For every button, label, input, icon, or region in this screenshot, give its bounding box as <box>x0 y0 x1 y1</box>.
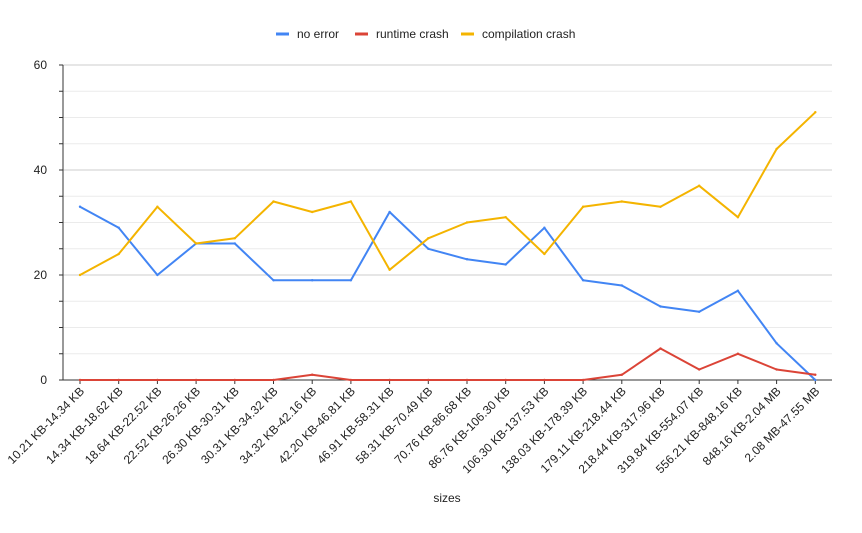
legend-label: runtime crash <box>376 27 449 41</box>
data-point-runtime-crash <box>388 378 391 382</box>
data-point-compilation-crash <box>814 111 817 114</box>
y-tick-labels: 0 20 40 60 <box>34 58 48 387</box>
data-point-runtime-crash <box>427 378 430 382</box>
data-point-compilation-crash <box>194 242 198 245</box>
data-point-no-error <box>659 305 662 308</box>
data-point-no-error <box>814 378 817 382</box>
data-point-compilation-crash <box>272 200 275 203</box>
data-point-no-error <box>272 279 275 282</box>
data-point-compilation-crash <box>659 205 662 208</box>
data-point-no-error <box>233 242 236 245</box>
data-point-runtime-crash <box>78 378 82 382</box>
data-point-no-error <box>117 226 120 229</box>
data-point-runtime-crash <box>736 352 740 355</box>
legend-label: no error <box>297 27 339 41</box>
data-point-no-error <box>465 258 469 261</box>
data-point-runtime-crash <box>194 378 198 382</box>
data-point-runtime-crash <box>543 378 546 382</box>
data-point-compilation-crash <box>775 147 778 151</box>
data-point-no-error <box>736 289 740 292</box>
y-tick-label: 60 <box>34 58 48 72</box>
legend-item-runtime-crash: runtime crash <box>355 27 449 41</box>
data-point-no-error <box>620 284 623 287</box>
gridlines <box>63 64 832 355</box>
y-tick-label: 20 <box>34 268 48 282</box>
series-line-runtime-crash <box>79 347 817 381</box>
x-axis-title: sizes <box>433 491 460 505</box>
y-tick-label: 40 <box>34 163 48 177</box>
data-point-runtime-crash <box>233 378 236 382</box>
data-point-runtime-crash <box>349 378 353 382</box>
data-point-runtime-crash <box>465 378 469 382</box>
y-tick-label: 0 <box>40 373 47 387</box>
data-point-runtime-crash <box>814 373 817 376</box>
data-point-no-error <box>78 205 82 208</box>
data-point-compilation-crash <box>698 184 701 187</box>
data-point-compilation-crash <box>620 200 623 203</box>
data-point-compilation-crash <box>581 205 585 208</box>
data-point-compilation-crash <box>427 237 430 240</box>
data-point-no-error <box>698 310 701 313</box>
data-point-runtime-crash <box>698 368 701 371</box>
data-point-runtime-crash <box>311 373 314 376</box>
data-point-compilation-crash <box>78 273 82 277</box>
data-point-no-error <box>349 279 353 282</box>
data-point-runtime-crash <box>659 347 662 350</box>
data-point-no-error <box>427 247 430 250</box>
data-point-no-error <box>156 273 159 277</box>
legend-item-compilation-crash: compilation crash <box>461 27 575 41</box>
data-point-compilation-crash <box>233 237 236 240</box>
legend-label: compilation crash <box>482 27 575 41</box>
data-point-runtime-crash <box>272 378 275 382</box>
data-point-runtime-crash <box>504 378 507 382</box>
data-point-no-error <box>775 342 778 345</box>
data-point-no-error <box>311 279 314 282</box>
data-point-runtime-crash <box>620 373 623 376</box>
legend: no error runtime crash compilation crash <box>276 27 575 41</box>
data-point-runtime-crash <box>775 368 778 371</box>
legend-item-no-error: no error <box>276 27 339 41</box>
series-lines <box>78 111 817 382</box>
data-point-compilation-crash <box>349 200 353 203</box>
x-tick-label: 2.08 MB-47.55 MB <box>742 384 823 465</box>
data-point-compilation-crash <box>117 252 120 256</box>
series-line-compilation-crash <box>79 111 817 276</box>
data-point-compilation-crash <box>156 205 159 208</box>
data-point-runtime-crash <box>156 378 159 382</box>
data-point-no-error <box>543 226 546 229</box>
data-point-compilation-crash <box>504 216 507 219</box>
data-point-runtime-crash <box>581 378 585 382</box>
data-point-compilation-crash <box>311 210 314 214</box>
data-point-compilation-crash <box>388 268 391 271</box>
data-point-no-error <box>388 210 391 214</box>
data-point-compilation-crash <box>465 221 469 224</box>
data-point-compilation-crash <box>543 252 546 256</box>
data-point-runtime-crash <box>117 378 120 382</box>
data-point-no-error <box>504 263 507 266</box>
data-point-no-error <box>581 279 585 282</box>
data-point-compilation-crash <box>736 216 740 219</box>
